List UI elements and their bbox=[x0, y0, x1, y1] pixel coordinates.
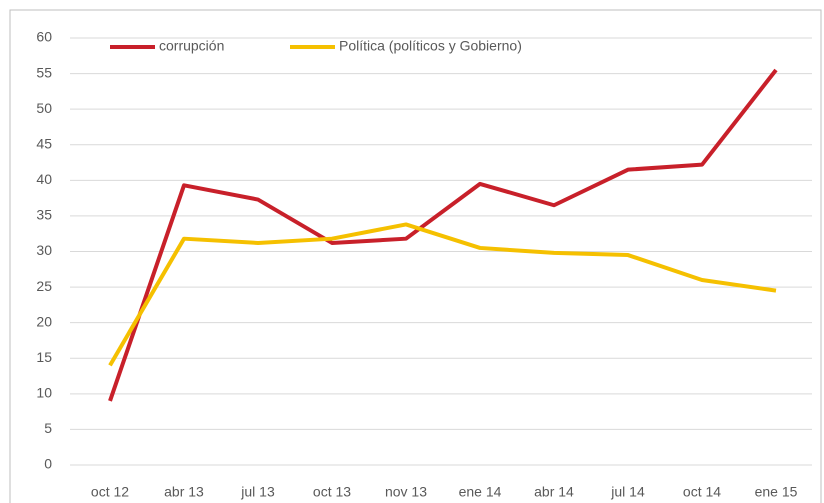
y-tick-label: 60 bbox=[36, 29, 52, 45]
x-tick-label: oct 12 bbox=[91, 484, 129, 500]
chart-frame bbox=[9, 9, 822, 503]
x-tick-label: nov 13 bbox=[385, 484, 427, 500]
y-tick-label: 20 bbox=[36, 313, 52, 329]
y-tick-label: 10 bbox=[36, 385, 52, 401]
x-tick-label: abr 13 bbox=[164, 484, 204, 500]
y-tick-label: 55 bbox=[36, 64, 52, 80]
series-line bbox=[108, 222, 777, 367]
y-tick-label: 35 bbox=[36, 207, 52, 223]
y-tick-label: 30 bbox=[36, 242, 52, 258]
x-tick-label: jul 13 bbox=[240, 484, 275, 500]
x-tick-label: jul 14 bbox=[610, 484, 645, 500]
y-tick-label: 5 bbox=[44, 420, 52, 436]
x-tick-label: ene 14 bbox=[459, 484, 502, 500]
y-tick-label: 45 bbox=[36, 135, 52, 151]
y-tick-label: 15 bbox=[36, 349, 52, 365]
y-tick-label: 50 bbox=[36, 100, 52, 116]
x-tick-label: abr 14 bbox=[534, 484, 574, 500]
legend-label: corrupción bbox=[159, 38, 224, 54]
y-tick-label: 0 bbox=[44, 456, 52, 472]
y-tick-label: 25 bbox=[36, 278, 52, 294]
x-tick-label: ene 15 bbox=[755, 484, 798, 500]
series-line bbox=[108, 68, 778, 402]
y-tick-label: 40 bbox=[36, 171, 52, 187]
x-tick-label: oct 13 bbox=[313, 484, 351, 500]
legend-label: Política (políticos y Gobierno) bbox=[339, 38, 522, 54]
x-tick-label: oct 14 bbox=[683, 484, 721, 500]
